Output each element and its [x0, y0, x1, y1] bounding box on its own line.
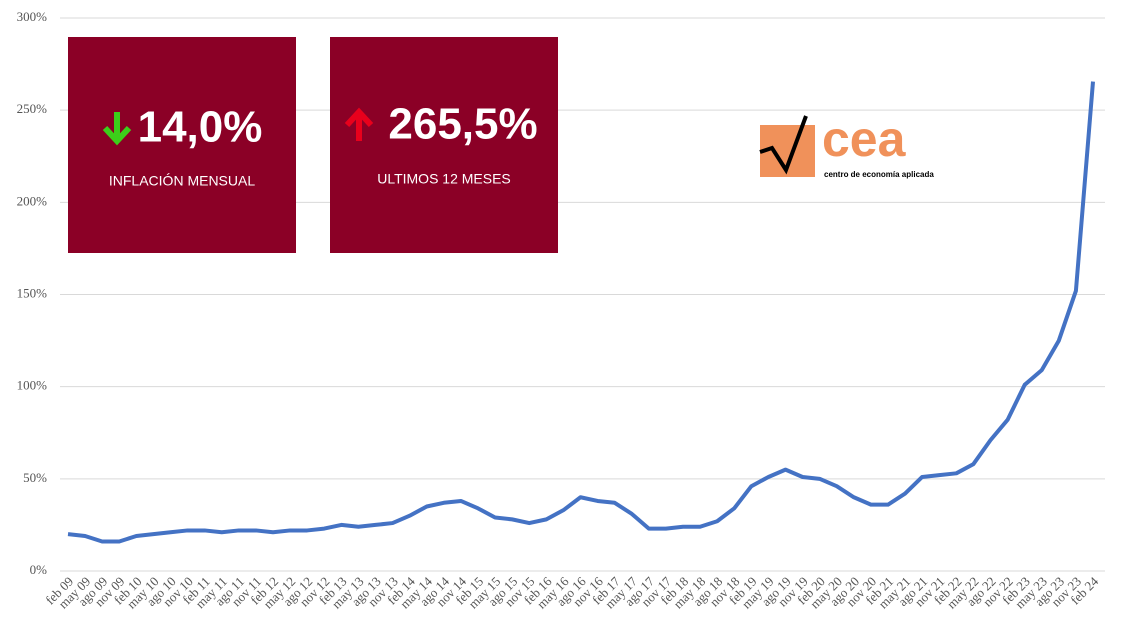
card-value: 265,5%: [388, 100, 537, 149]
y-tick-label: 0%: [30, 562, 48, 577]
logo-check: [759, 115, 808, 175]
card-value: 14,0%: [138, 103, 263, 152]
card: [330, 37, 558, 253]
line: [67, 81, 1095, 544]
logo-subtitle: centro de economía aplicada: [824, 170, 934, 179]
y-tick-label: 50%: [23, 470, 47, 485]
y-tick-label: 300%: [17, 9, 48, 24]
logo: cea centro de economía aplicada: [759, 111, 934, 179]
card-label: ULTIMOS 12 MESES: [377, 171, 511, 187]
logo-name: cea: [822, 111, 907, 167]
card-label: INFLACIÓN MENSUAL: [109, 173, 255, 189]
y-tick-label: 200%: [17, 193, 48, 208]
down-arrow: [102, 112, 132, 146]
card: [68, 37, 296, 253]
y-tick-label: 100%: [17, 378, 48, 393]
y-tick-label: 250%: [17, 101, 48, 116]
up-arrow: [344, 107, 374, 141]
y-tick-label: 150%: [17, 285, 48, 300]
